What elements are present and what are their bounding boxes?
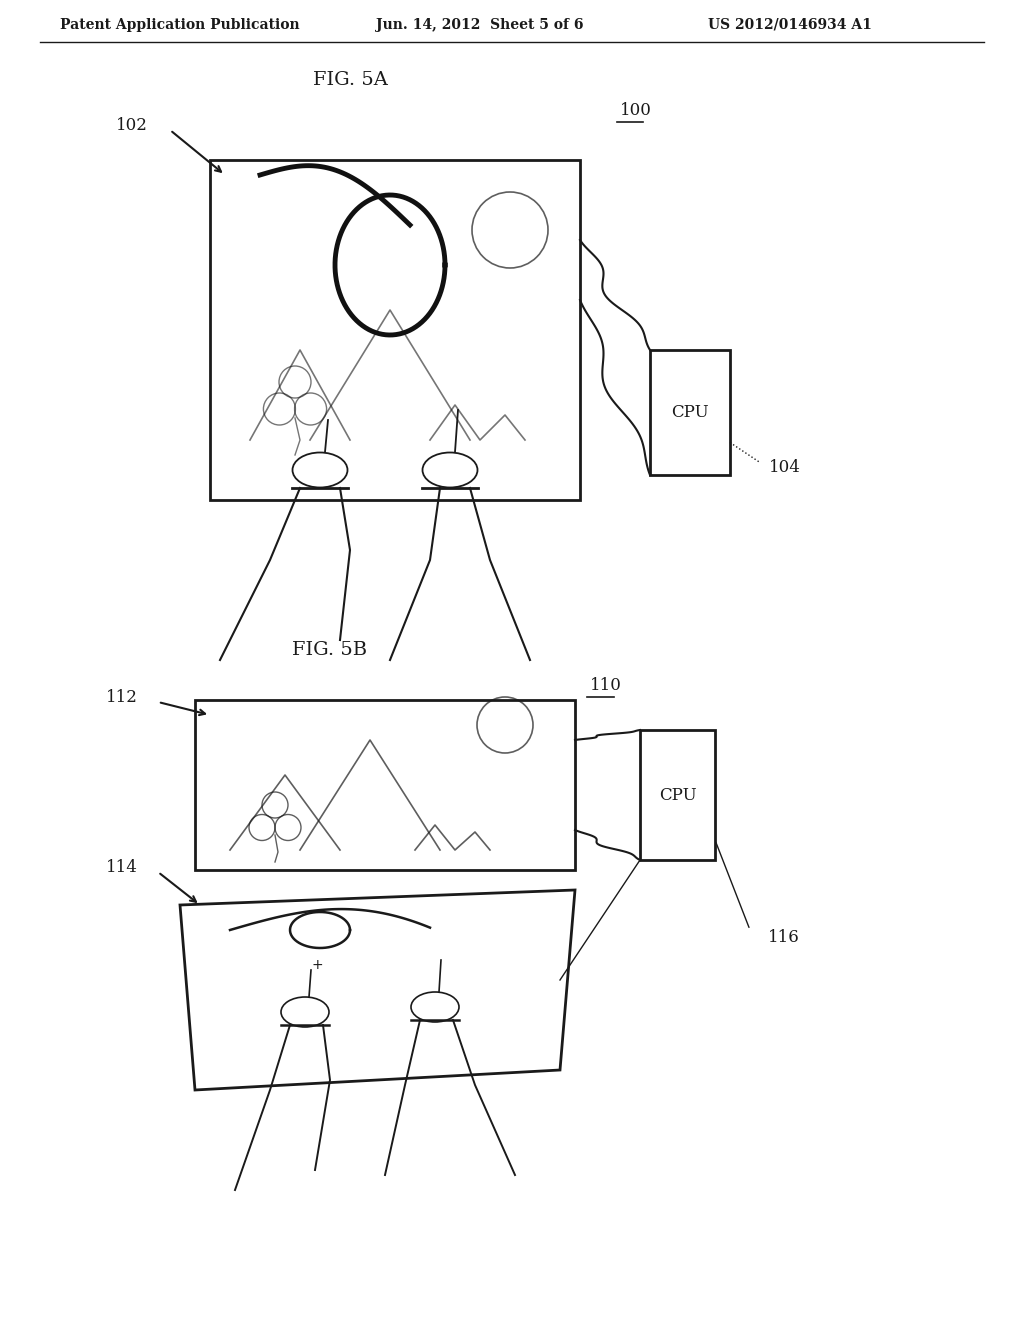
Text: 100: 100 [620, 102, 652, 119]
Text: CPU: CPU [658, 787, 696, 804]
Text: Patent Application Publication: Patent Application Publication [60, 18, 300, 32]
Text: 112: 112 [106, 689, 138, 705]
Text: FIG. 5A: FIG. 5A [312, 71, 387, 88]
Text: FIG. 5B: FIG. 5B [293, 642, 368, 659]
Text: Jun. 14, 2012  Sheet 5 of 6: Jun. 14, 2012 Sheet 5 of 6 [376, 18, 584, 32]
Text: 102: 102 [116, 116, 148, 133]
Text: 110: 110 [590, 677, 622, 694]
Text: 114: 114 [106, 858, 138, 875]
Text: +: + [311, 958, 323, 972]
Text: US 2012/0146934 A1: US 2012/0146934 A1 [708, 18, 872, 32]
Text: 116: 116 [768, 929, 800, 946]
Text: CPU: CPU [671, 404, 709, 421]
Text: 104: 104 [769, 459, 801, 477]
